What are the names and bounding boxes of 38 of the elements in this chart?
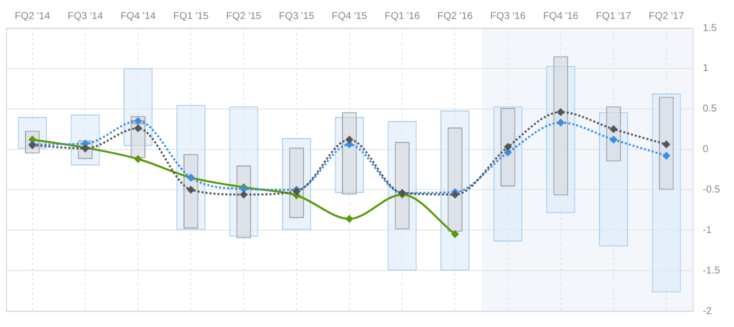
y-tick-label: -1.5 bbox=[702, 265, 720, 276]
x-tick-label: FQ3 '16 bbox=[490, 10, 526, 22]
x-tick-label: FQ2 '17 bbox=[648, 10, 684, 22]
point bbox=[556, 118, 565, 127]
point bbox=[240, 190, 248, 199]
y-tick-label: -0.5 bbox=[702, 184, 720, 196]
point bbox=[134, 154, 142, 163]
point bbox=[504, 142, 512, 151]
x-tick-label: FQ1 '17 bbox=[596, 10, 632, 22]
x-tick-label: FQ2 '15 bbox=[226, 10, 262, 22]
point bbox=[610, 136, 618, 144]
y-tick-label: -1 bbox=[702, 224, 712, 236]
point bbox=[345, 136, 354, 144]
point bbox=[345, 214, 354, 223]
x-tick-label: FQ2 '16 bbox=[437, 10, 474, 22]
point bbox=[504, 148, 512, 157]
x-tick-label: FQ4 '15 bbox=[332, 10, 368, 22]
y-tick-label: -2 bbox=[702, 306, 712, 317]
point bbox=[662, 140, 670, 148]
point bbox=[134, 116, 142, 125]
point bbox=[556, 108, 565, 116]
y-tick-label: 1 bbox=[702, 63, 709, 74]
point bbox=[186, 186, 195, 194]
x-tick-label: FQ2 '14 bbox=[14, 10, 50, 22]
x-tick-label: FQ3 '15 bbox=[278, 10, 315, 22]
y-tick-label: 1.5 bbox=[702, 22, 718, 34]
point bbox=[662, 152, 670, 160]
point bbox=[451, 230, 460, 238]
x-tick-label: FQ1 '15 bbox=[173, 10, 209, 22]
y-tick-label: 0.5 bbox=[702, 104, 718, 115]
x-tick-label: FQ4 '14 bbox=[120, 10, 156, 22]
point bbox=[610, 125, 618, 134]
x-tick-label: FQ3 '14 bbox=[68, 10, 104, 22]
x-tick-label: FQ4 '16 bbox=[543, 10, 579, 22]
point bbox=[451, 190, 460, 199]
x-tick-label: FQ1 '16 bbox=[384, 10, 420, 22]
point bbox=[134, 124, 142, 132]
y-tick-label: 0 bbox=[702, 144, 709, 156]
